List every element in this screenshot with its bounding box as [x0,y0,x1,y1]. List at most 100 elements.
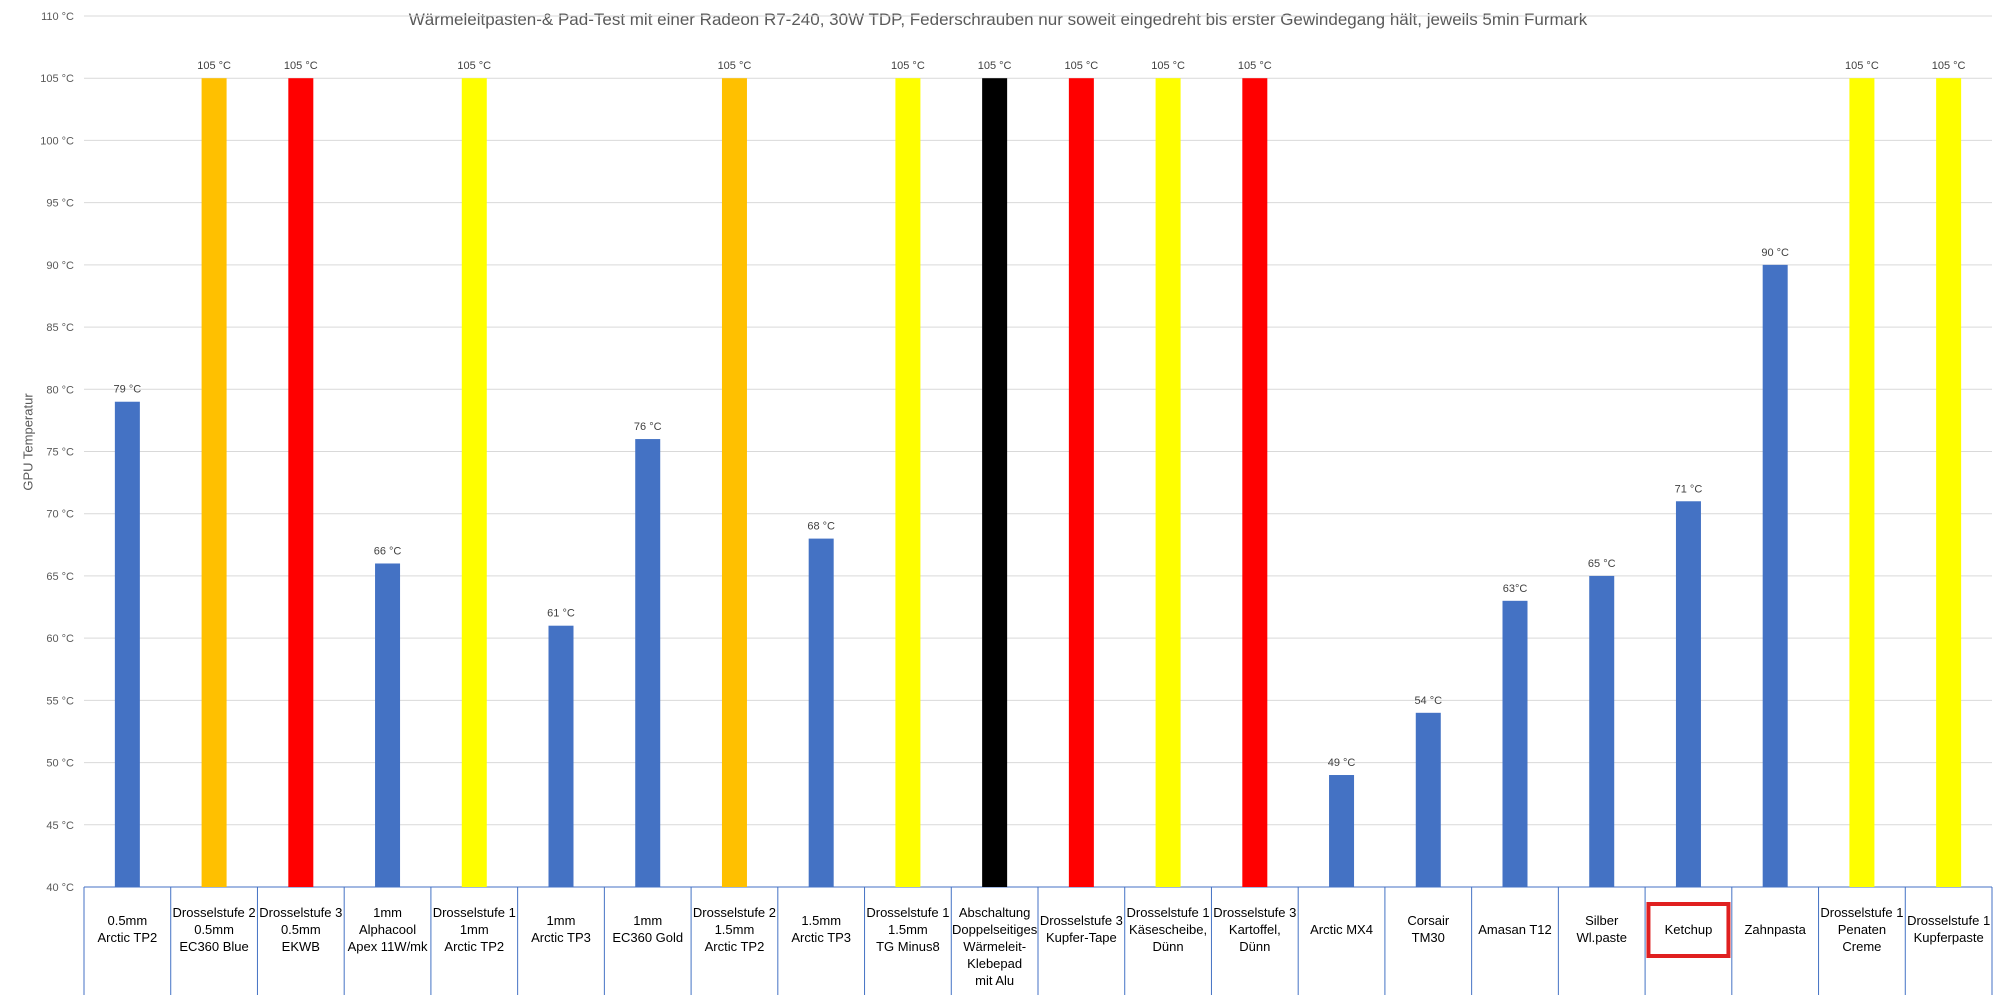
category-label: Kupferpaste [1914,930,1984,945]
category-label: Käsescheibe, [1129,922,1207,937]
category-label: 1.5mm [801,913,841,928]
bar [1762,264,1788,887]
data-label: 105 °C [718,60,752,72]
category-label: Drosselstufe 3 [1040,913,1123,928]
category-label: Drosselstufe 1 [433,905,516,920]
category-label: EKWB [282,939,320,954]
data-label: 105 °C [1238,60,1272,72]
category-label: Drosselstufe 1 [866,905,949,920]
data-label: 54 °C [1414,695,1442,707]
y-tick-label: 85 °C [46,322,74,334]
y-tick-label: 95 °C [46,198,74,210]
category-label: Drosselstufe 3 [1213,905,1296,920]
category-label: 0.5mm [281,922,321,937]
y-tick-label: 50 °C [46,758,74,770]
category-label: Zahnpasta [1744,922,1806,937]
data-label: 63°C [1503,583,1528,595]
category-label: 1mm [460,922,489,937]
category-label: 1mm [547,913,576,928]
category-label: TG Minus8 [876,939,940,954]
data-label: 79 °C [114,384,142,396]
bar [1502,600,1528,887]
category-label: Wl.paste [1576,930,1627,945]
bar [1589,575,1615,887]
bar [1936,78,1962,887]
y-tick-label: 55 °C [46,695,74,707]
bar [375,563,401,887]
y-tick-label: 40 °C [46,882,74,894]
category-label: Amasan T12 [1478,922,1551,937]
bar [288,78,314,887]
bar [982,78,1008,887]
category-label: 0.5mm [194,922,234,937]
bar [1849,78,1875,887]
category-label: Kartoffel, [1229,922,1281,937]
category-label: Arctic TP2 [444,939,504,954]
y-tick-label: 70 °C [46,509,74,521]
category-label: Wärmeleit- [963,939,1026,954]
bar [114,401,140,887]
category-label: Ketchup [1665,922,1713,937]
bar [635,439,661,887]
data-label: 105 °C [457,60,491,72]
category-label: Apex 11W/mk [348,939,428,954]
bar [1329,775,1355,887]
y-tick-label: 105 °C [40,73,74,85]
data-label: 49 °C [1328,757,1356,769]
data-label: 90 °C [1761,247,1789,259]
data-label: 105 °C [1845,60,1879,72]
category-label: Drosselstufe 3 [259,905,342,920]
y-tick-label: 100 °C [40,135,74,147]
data-label: 105 °C [197,60,231,72]
category-label: Arctic TP3 [531,930,591,945]
y-tick-label: 90 °C [46,260,74,272]
data-label: 66 °C [374,545,402,557]
bar [721,78,747,887]
chart-title: Wärmeleitpasten-& Pad-Test mit einer Rad… [408,10,1588,29]
bar [1675,501,1701,887]
category-label: mit Alu [975,973,1014,988]
category-label: Klebepad [967,956,1022,971]
data-label: 105 °C [1932,60,1966,72]
category-label: EC360 Gold [612,930,683,945]
bar [895,78,921,887]
category-label: TM30 [1412,930,1445,945]
data-label: 105 °C [284,60,318,72]
category-label: Drosselstufe 2 [693,905,776,920]
category-label: Creme [1842,939,1881,954]
bar [548,625,574,887]
data-label: 76 °C [634,421,662,433]
category-label: Doppelseitiges [952,922,1038,937]
category-label: Dünn [1153,939,1184,954]
y-tick-label: 45 °C [46,820,74,832]
category-label: EC360 Blue [179,939,248,954]
bar [808,538,834,887]
bar [461,78,487,887]
y-tick-label: 60 °C [46,633,74,645]
data-label: 105 °C [891,60,925,72]
category-label: Drosselstufe 1 [1820,905,1903,920]
category-label: Corsair [1407,913,1450,928]
category-label: 1mm [373,905,402,920]
category-label: Arctic TP2 [98,930,158,945]
y-tick-label: 65 °C [46,571,74,583]
bar [1242,78,1268,887]
bar [1155,78,1181,887]
y-tick-label: 80 °C [46,384,74,396]
category-label: 0.5mm [107,913,147,928]
category-label: Arctic TP3 [791,930,851,945]
bar [1415,712,1441,887]
category-label: Silber [1585,913,1619,928]
data-label: 71 °C [1675,483,1703,495]
data-label: 105 °C [978,60,1012,72]
category-label: Abschaltung [959,905,1031,920]
highlight-box [1646,902,1731,958]
data-label: 105 °C [1064,60,1098,72]
data-label: 105 °C [1151,60,1185,72]
bar [201,78,227,887]
category-label: Drosselstufe 2 [173,905,256,920]
category-label: 1mm [633,913,662,928]
category-label: 1.5mm [715,922,755,937]
